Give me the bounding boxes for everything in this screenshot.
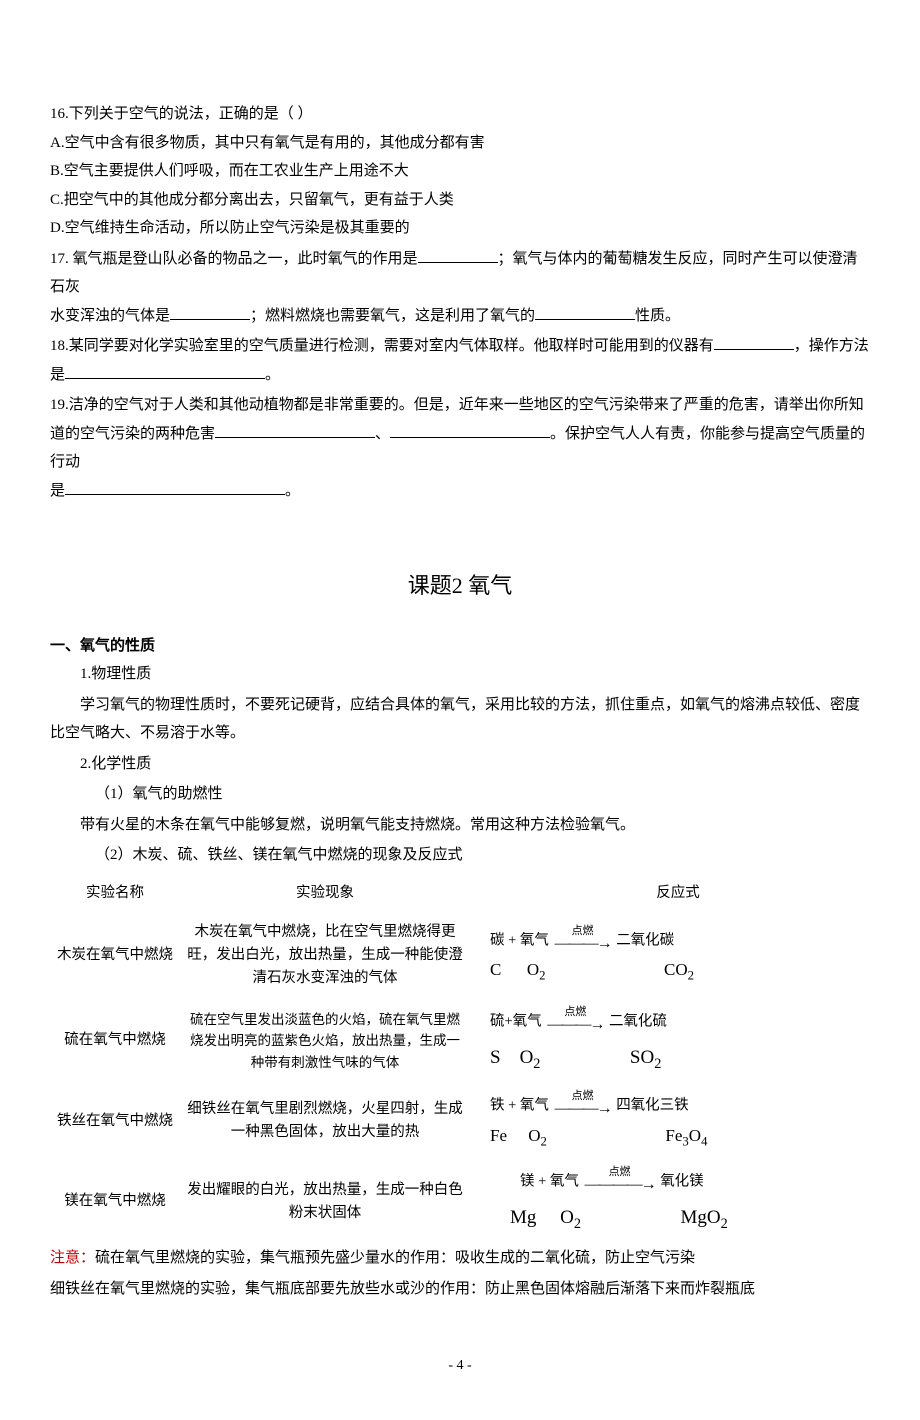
cell-name: 镁在氧气中燃烧 (50, 1159, 180, 1244)
q18-text: ，操作方法 (794, 338, 869, 354)
heading-properties: 一、氧气的性质 (50, 632, 870, 661)
cell-reaction: 硫+氧气 点燃———→ 二氧化硫 S O2 SO2 (470, 999, 870, 1084)
th-phenom: 实验现象 (180, 874, 470, 913)
arrow-icon: 点燃————→ (585, 1167, 655, 1197)
experiment-table: 实验名称 实验现象 反应式 木炭在氧气中燃烧 木炭在氧气中燃烧，比在空气里燃烧得… (50, 874, 870, 1244)
cell-reaction: 碳 + 氧气 点燃———→ 二氧化碳 C O2 CO2 (470, 913, 870, 999)
blank (170, 305, 250, 320)
q17-text: 17. 氧气瓶是登山队必备的物品之一，此时氧气的作用是 (50, 251, 418, 267)
subscript: 2 (539, 968, 545, 982)
q17-text: ；燃料燃烧也需要氧气，这是利用了氧气的 (250, 308, 535, 324)
table-header: 实验名称 实验现象 反应式 (50, 874, 870, 913)
blank (390, 423, 550, 438)
cell-phenom: 细铁丝在氧气里剧烈燃烧，火星四射，生成一种黑色固体，放出大量的热 (180, 1083, 470, 1159)
react-word: 硫+氧气 (490, 1013, 542, 1029)
section-title: 课题2 氧气 (50, 565, 870, 607)
cell-reaction: 铁 + 氧气 点燃———→ 四氧化三铁 Fe O2 Fe3O4 (470, 1083, 870, 1159)
subscript: 2 (574, 1216, 581, 1232)
q19-text: 。 (285, 483, 300, 499)
question-16: 16.下列关于空气的说法，正确的是（ ） A.空气中含有很多物质，其中只有氧气是… (50, 100, 870, 243)
sub-physical-body: 学习氧气的物理性质时，不要死记硬背，应结合具体的氧气，采用比较的方法，抓住重点，… (50, 691, 870, 748)
sub-chem-a: （1）氧气的助燃性 (50, 780, 870, 809)
question-19: 19.洁净的空气对于人类和其他动植物都是非常重要的。但是，近年来一些地区的空气污… (50, 391, 870, 505)
cell-name: 硫在氧气中燃烧 (50, 999, 180, 1084)
cell-phenom: 木炭在氧气中燃烧，比在空气里燃烧得更旺，发出白光，放出热量，生成一种能使澄清石灰… (180, 913, 470, 999)
react-sym-r: MgO (681, 1207, 721, 1228)
q18-text: 。 (265, 367, 280, 383)
subscript: 2 (533, 1056, 540, 1072)
react-prod: 二氧化硫 (609, 1013, 667, 1029)
q19-text: 19.洁净的空气对于人类和其他动植物都是非常重要的。但是，近年来一些地区的空气污… (50, 397, 864, 413)
arrow-icon: 点燃———→ (555, 926, 611, 956)
table-row: 木炭在氧气中燃烧 木炭在氧气中燃烧，比在空气里燃烧得更旺，发出白光，放出热量，生… (50, 913, 870, 999)
blank (535, 305, 635, 320)
q16-option-a: A.空气中含有很多物质，其中只有氧气是有用的，其他成分都有害 (50, 129, 870, 158)
react-word: 铁 + 氧气 (490, 1098, 549, 1114)
blank (65, 480, 285, 495)
q16-stem: 16.下列关于空气的说法，正确的是（ ） (50, 100, 870, 129)
react-prod: 氧化镁 (660, 1174, 704, 1190)
blank (714, 335, 794, 350)
note-text: 硫在氧气里燃烧的实验，集气瓶预先盛少量水的作用：吸收生成的二氧化硫，防止空气污染 (95, 1250, 695, 1266)
sub-chemical-title: 2.化学性质 (50, 750, 870, 779)
table-row: 硫在氧气中燃烧 硫在空气里发出淡蓝色的火焰，硫在氧气里燃烧发出明亮的蓝紫色火焰，… (50, 999, 870, 1084)
q16-option-b: B.空气主要提供人们呼吸，而在工农业生产上用途不大 (50, 157, 870, 186)
note-line-1: 注意：硫在氧气里燃烧的实验，集气瓶预先盛少量水的作用：吸收生成的二氧化硫，防止空… (50, 1244, 870, 1273)
react-word: 碳 + 氧气 (490, 932, 549, 948)
arrow-icon: 点燃———→ (547, 1007, 603, 1037)
cell-reaction: 镁 + 氧气 点燃————→ 氧化镁 Mg O2 MgO2 (470, 1159, 870, 1244)
blank (418, 248, 498, 263)
blank (215, 423, 375, 438)
subscript: 4 (701, 1134, 707, 1148)
react-sym-r: O (689, 1126, 701, 1145)
q19-text: 、 (375, 426, 390, 442)
react-sym-l: Mg O (510, 1207, 574, 1228)
note-line-2: 细铁丝在氧气里燃烧的实验，集气瓶底部要先放些水或沙的作用：防止黑色固体熔融后渐落… (50, 1275, 870, 1304)
th-react: 反应式 (470, 874, 870, 913)
subscript: 2 (721, 1216, 728, 1232)
table-row: 铁丝在氧气中燃烧 细铁丝在氧气里剧烈燃烧，火星四射，生成一种黑色固体，放出大量的… (50, 1083, 870, 1159)
react-sym-l: Fe O (490, 1126, 541, 1145)
react-prod: 四氧化三铁 (616, 1098, 689, 1114)
question-17: 17. 氧气瓶是登山队必备的物品之一，此时氧气的作用是；氧气与体内的葡萄糖发生反… (50, 245, 870, 331)
sub-chem-a-body: 带有火星的木条在氧气中能够复燃，说明氧气能支持燃烧。常用这种方法检验氧气。 (50, 811, 870, 840)
react-sym-r: Fe (665, 1126, 682, 1145)
cell-phenom: 发出耀眼的白光，放出热量，生成一种白色粉末状固体 (180, 1159, 470, 1244)
subscript: 2 (654, 1056, 661, 1072)
q17-text: 性质。 (635, 308, 680, 324)
q16-option-c: C.把空气中的其他成分都分离出去，只留氧气，更有益于人类 (50, 186, 870, 215)
react-prod: 二氧化碳 (616, 932, 674, 948)
q19-text: 道的空气污染的两种危害 (50, 426, 215, 442)
note-label: 注意： (50, 1250, 95, 1266)
table-row: 镁在氧气中燃烧 发出耀眼的白光，放出热量，生成一种白色粉末状固体 镁 + 氧气 … (50, 1159, 870, 1244)
th-name: 实验名称 (50, 874, 180, 913)
react-sym-r: CO (664, 960, 688, 979)
subscript: 2 (541, 1134, 547, 1148)
arrow-icon: 点燃———→ (555, 1091, 611, 1121)
react-sym-l: S O (490, 1047, 533, 1068)
react-word: 镁 + 氧气 (520, 1174, 579, 1190)
cell-name: 铁丝在氧气中燃烧 (50, 1083, 180, 1159)
q18-text: 18.某同学要对化学实验室里的空气质量进行检测，需要对室内气体取样。他取样时可能… (50, 338, 714, 354)
react-sym-l: C O (490, 960, 539, 979)
cell-phenom: 硫在空气里发出淡蓝色的火焰，硫在氧气里燃烧发出明亮的蓝紫色火焰，放出热量，生成一… (180, 999, 470, 1084)
page-number: - 4 - (50, 1353, 870, 1380)
q16-option-d: D.空气维持生命活动，所以防止空气污染是极其重要的 (50, 214, 870, 243)
question-18: 18.某同学要对化学实验室里的空气质量进行检测，需要对室内气体取样。他取样时可能… (50, 332, 870, 389)
q17-text: 水变浑浊的气体是 (50, 308, 170, 324)
q19-text: 是 (50, 483, 65, 499)
sub-chem-b: （2）木炭、硫、铁丝、镁在氧气中燃烧的现象及反应式 (50, 841, 870, 870)
q18-text: 是 (50, 367, 65, 383)
subscript: 2 (688, 968, 694, 982)
sub-physical-title: 1.物理性质 (50, 660, 870, 689)
cell-name: 木炭在氧气中燃烧 (50, 913, 180, 999)
blank (65, 364, 265, 379)
react-sym-r: SO (630, 1047, 654, 1068)
